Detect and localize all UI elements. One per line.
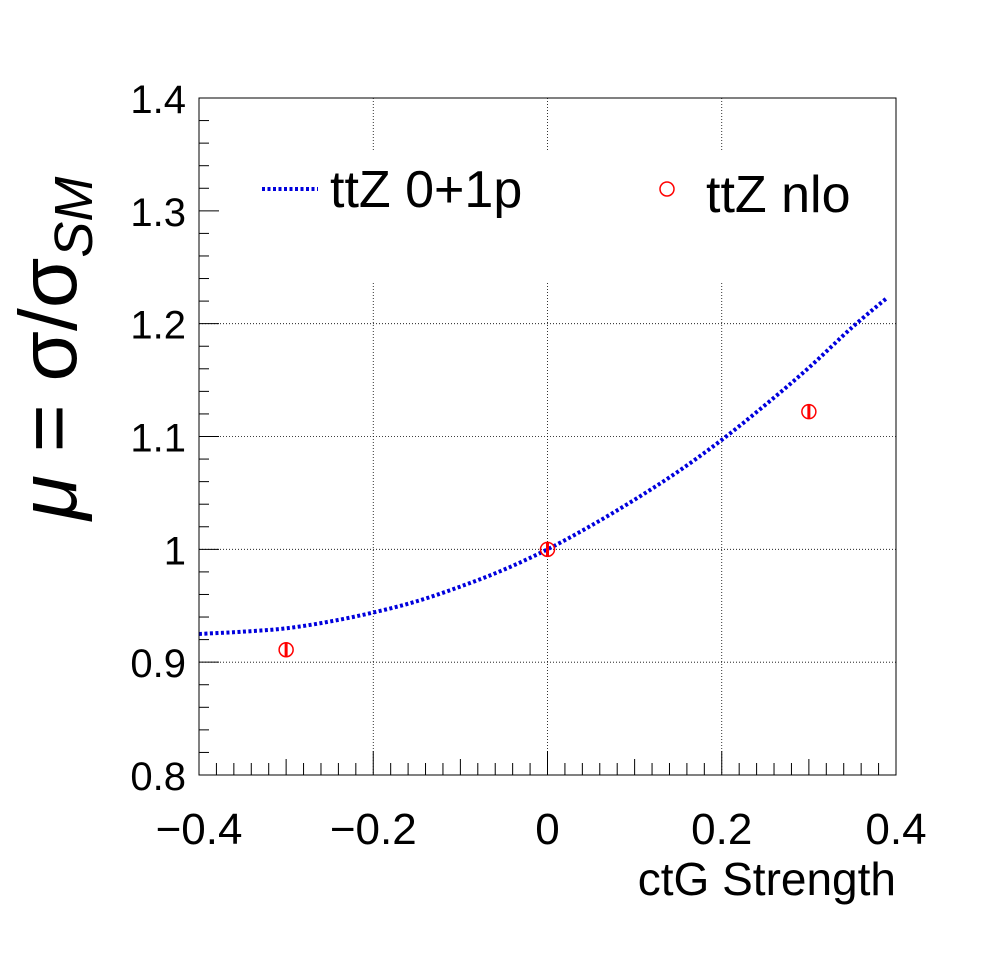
y-axis-title-subscript: SM <box>44 177 104 258</box>
y-tick-label: 1.4 <box>130 78 186 122</box>
y-tick-label: 1.2 <box>130 304 186 348</box>
x-tick-label: −0.2 <box>330 805 417 854</box>
data-point-ttz-nlo <box>801 403 817 420</box>
y-axis-title: μ = σ/σSM <box>3 177 104 522</box>
y-tick-label: 0.9 <box>130 642 186 686</box>
series-layer <box>198 296 889 658</box>
series-line-ttz-0p1p <box>198 296 889 636</box>
y-tick-label: 1.3 <box>130 191 186 235</box>
y-tick-label: 0.8 <box>130 755 186 799</box>
tick-label-layer: −0.4 −0.2 0 0.2 0.4 0.8 0.9 1 1.1 1.2 1.3 1.4 <box>130 78 926 854</box>
data-point-ttz-nlo <box>278 642 294 658</box>
x-tick-label: 0 <box>535 805 559 854</box>
y-tick-label: 1.1 <box>130 417 186 461</box>
y-tick-label: 1 <box>164 529 186 573</box>
legend-label-series-2: ttZ nlo <box>706 166 851 224</box>
x-tick-label: −0.4 <box>156 805 243 854</box>
y-axis-title-mu: μ <box>3 475 94 522</box>
tick-layer <box>198 97 897 776</box>
legend: ttZ 0+1p ttZ nlo <box>262 161 851 224</box>
legend-marker-swatch <box>659 181 675 197</box>
data-point-ttz-nlo <box>539 541 556 558</box>
y-axis-title-ratio: = σ/σ <box>3 258 94 475</box>
legend-label-series-1: ttZ 0+1p <box>330 161 522 219</box>
x-tick-label: 0.2 <box>691 805 752 854</box>
x-tick-label: 0.4 <box>865 805 926 854</box>
x-axis-title: ctG Strength <box>638 853 896 905</box>
